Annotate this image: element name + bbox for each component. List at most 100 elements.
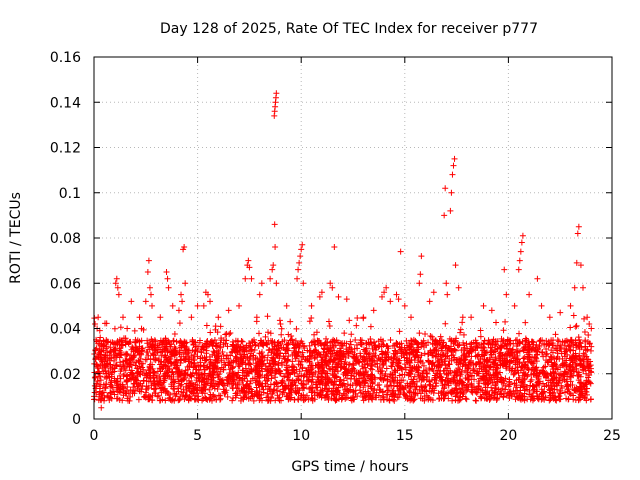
roti-sample	[163, 354, 170, 361]
roti-sample	[492, 338, 499, 345]
roti-sample	[535, 375, 542, 382]
roti-sample	[98, 397, 105, 404]
roti-point	[273, 90, 280, 97]
roti-sample	[228, 359, 235, 366]
roti-sample	[239, 387, 246, 394]
roti-sample	[168, 353, 175, 360]
roti-sample	[159, 382, 166, 389]
roti-sample	[511, 390, 518, 397]
roti-sample	[135, 381, 142, 388]
roti-sample	[577, 340, 584, 347]
roti-point	[295, 266, 302, 273]
roti-point	[584, 314, 591, 321]
roti-point	[329, 284, 336, 291]
roti-sample	[329, 350, 336, 357]
roti-sample	[491, 394, 498, 401]
roti-sample	[564, 338, 571, 345]
roti-sample	[105, 393, 112, 400]
x-tick-label: 20	[499, 428, 517, 444]
roti-sample	[145, 352, 152, 359]
roti-point	[178, 291, 185, 298]
roti-sample	[150, 341, 157, 348]
roti-sample	[412, 392, 419, 398]
roti-sample	[149, 397, 156, 404]
roti-sample	[259, 361, 266, 368]
roti-sample	[441, 367, 448, 374]
roti-sample	[289, 337, 296, 344]
roti-sample	[572, 323, 579, 330]
roti-sample	[498, 344, 505, 351]
roti-sample	[394, 367, 401, 374]
roti-point	[204, 291, 211, 298]
roti-sample	[282, 356, 289, 363]
roti-point	[430, 289, 437, 296]
roti-sample	[277, 341, 284, 348]
roti-point	[258, 280, 265, 287]
roti-sample	[502, 375, 509, 382]
roti-sample	[576, 339, 583, 346]
roti-sample	[529, 360, 536, 367]
roti-sample	[532, 354, 539, 361]
roti-sample	[256, 363, 263, 370]
roti-sample	[178, 377, 185, 384]
roti-point	[246, 264, 253, 271]
y-tick-label: 0.16	[50, 50, 81, 66]
roti-sample	[203, 322, 210, 329]
roti-sample	[415, 341, 422, 348]
roti-sample	[576, 343, 583, 350]
roti-sample	[319, 380, 326, 387]
roti-point	[517, 248, 524, 255]
roti-point	[115, 291, 122, 298]
roti-sample	[402, 394, 409, 401]
roti-sample	[535, 396, 542, 403]
roti-sample	[587, 347, 594, 354]
roti-sample	[182, 383, 189, 390]
roti-sample	[453, 372, 460, 379]
roti-sample	[452, 385, 459, 392]
roti-sample	[273, 351, 280, 358]
roti-sample	[533, 355, 540, 362]
roti-point	[451, 155, 458, 162]
roti-point	[225, 307, 232, 314]
roti-sample	[120, 392, 127, 399]
roti-sample	[516, 348, 523, 355]
roti-sample	[572, 337, 579, 344]
roti-sample	[424, 373, 431, 380]
roti-sample	[201, 370, 208, 377]
roti-sample	[437, 377, 444, 384]
roti-sample	[290, 366, 297, 373]
roti-sample	[408, 338, 415, 345]
roti-sample	[384, 382, 391, 389]
roti-point	[574, 230, 581, 237]
roti-sample	[113, 361, 120, 368]
roti-sample	[548, 359, 555, 366]
roti-sample	[333, 374, 340, 381]
roti-sample	[91, 389, 98, 396]
roti-sample	[255, 368, 262, 375]
roti-sample	[480, 368, 487, 375]
roti-sample	[166, 373, 173, 380]
roti-sample	[345, 361, 352, 368]
roti-sample	[212, 326, 219, 333]
roti-sample	[351, 345, 358, 352]
roti-sample	[271, 339, 278, 346]
roti-sample	[561, 350, 568, 357]
roti-point	[447, 207, 454, 214]
roti-sample	[390, 357, 397, 364]
roti-sample	[135, 396, 142, 403]
roti-sample	[278, 325, 285, 332]
roti-sample	[117, 345, 124, 352]
roti-sample	[319, 374, 326, 381]
roti-sample	[207, 395, 214, 402]
roti-point	[397, 248, 404, 255]
roti-sample	[315, 341, 322, 348]
roti-sample	[508, 349, 515, 356]
roti-sample	[384, 387, 391, 394]
roti-sample	[387, 378, 394, 385]
roti-sample	[427, 333, 434, 340]
roti-sample	[330, 382, 337, 389]
roti-sample	[325, 396, 332, 403]
roti-sample	[390, 371, 397, 378]
roti-sample	[287, 318, 294, 325]
roti-point	[200, 302, 207, 309]
